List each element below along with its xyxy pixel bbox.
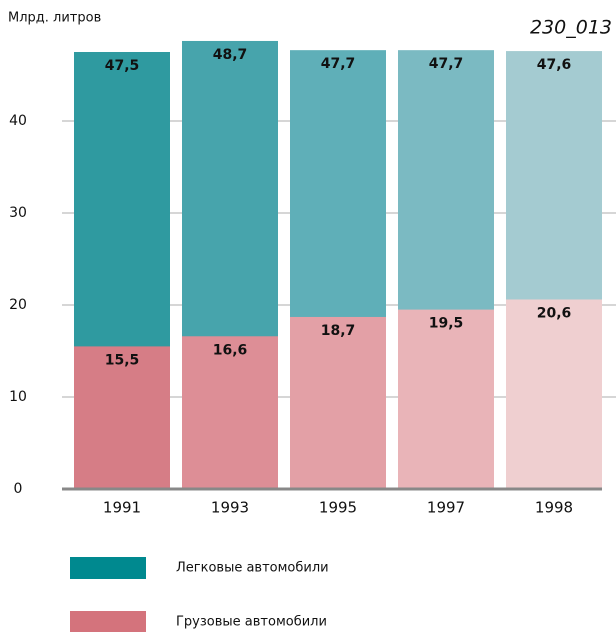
y-tick-label: 40 — [9, 113, 27, 129]
data-label: 47,6 — [537, 57, 572, 73]
data-label: 20,6 — [537, 305, 572, 321]
x-tick-label: 1995 — [319, 499, 357, 517]
bar — [506, 299, 602, 489]
legend-label: Легковые автомобили — [176, 561, 329, 576]
bar — [290, 316, 386, 489]
chart-title: 230_013 — [530, 17, 612, 39]
y-tick-label: 10 — [9, 389, 27, 405]
data-label: 47,7 — [321, 56, 356, 72]
y-tick-label: 20 — [9, 297, 27, 313]
legend-swatch — [70, 611, 146, 633]
data-label: 15,5 — [105, 352, 140, 368]
data-label: 48,7 — [213, 47, 248, 63]
data-label: 16,6 — [213, 342, 248, 358]
bar — [74, 346, 170, 489]
legend-swatch — [70, 557, 146, 579]
y-tick-label: 30 — [9, 205, 27, 221]
y-axis-label: Млрд. литров — [8, 11, 101, 26]
y-tick-label: 0 — [14, 481, 23, 497]
x-tick-label: 1998 — [535, 499, 573, 517]
x-tick-label: 1993 — [211, 499, 249, 517]
data-label: 47,5 — [105, 58, 140, 74]
bar — [398, 309, 494, 489]
data-label: 19,5 — [429, 316, 464, 332]
bar — [182, 336, 278, 489]
data-label: 47,7 — [429, 56, 464, 72]
data-label: 18,7 — [321, 323, 356, 339]
legend-label: Грузовые автомобили — [176, 615, 327, 630]
x-tick-label: 1997 — [427, 499, 465, 517]
x-tick-label: 1991 — [103, 499, 141, 517]
